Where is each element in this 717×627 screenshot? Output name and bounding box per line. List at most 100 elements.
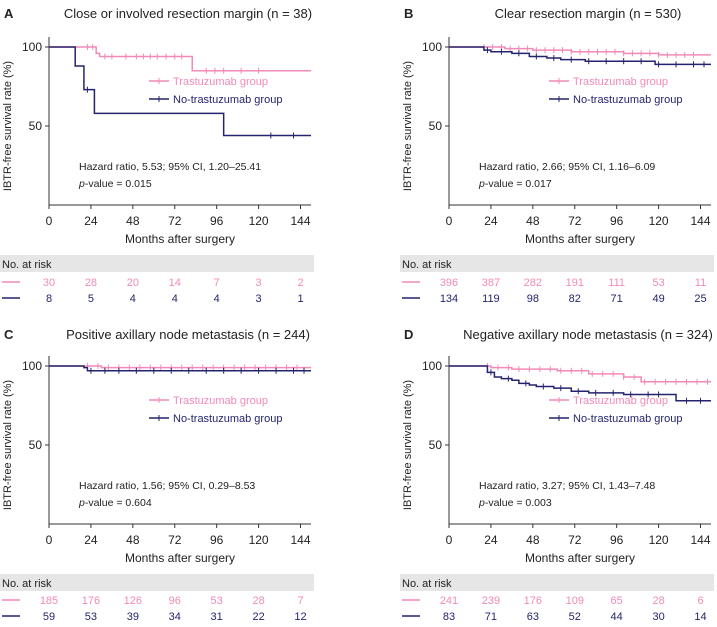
p-value-text: p-value = 0.604: [78, 497, 152, 509]
risk-count: 52: [569, 611, 581, 623]
risk-count: 6: [697, 595, 703, 607]
km-curve-trastuzumab: [49, 46, 311, 72]
risk-count: 3: [256, 293, 262, 305]
x-tick-label: 24: [484, 533, 498, 547]
x-tick-label: 48: [526, 533, 540, 547]
y-tick-label: 50: [429, 438, 443, 452]
risk-count: 8: [46, 293, 52, 305]
risk-count: 98: [527, 293, 539, 305]
risk-count: 20: [127, 277, 139, 289]
risk-count: 176: [82, 595, 100, 607]
y-tick-label: 100: [422, 40, 442, 54]
x-tick-label: 0: [46, 214, 53, 228]
legend-label: Trastuzumab group: [173, 76, 268, 88]
x-tick-label: 24: [484, 214, 498, 228]
risk-count: 239: [482, 595, 500, 607]
risk-count: 28: [85, 277, 97, 289]
risk-count: 5: [88, 293, 94, 305]
km-panel-a: A Close or involved resection margin (n =…: [0, 6, 314, 305]
legend-no-trastuzumab: No-trastuzumab group: [149, 94, 282, 106]
y-tick-label: 100: [22, 40, 42, 54]
risk-count: 185: [40, 595, 58, 607]
x-tick-label: 120: [249, 533, 269, 547]
y-tick-label: 100: [422, 359, 442, 373]
risk-count: 65: [611, 595, 623, 607]
x-tick-label: 96: [610, 214, 624, 228]
legend-label: No-trastuzumab group: [573, 413, 682, 425]
risk-count: 53: [85, 611, 97, 623]
risk-row-trastuzumab: 396 387 282 191 111 53 11: [402, 277, 706, 289]
x-axis-label: Months after surgery: [525, 551, 635, 565]
risk-count: 4: [214, 293, 220, 305]
x-tick-label: 120: [249, 214, 269, 228]
risk-count: 44: [611, 611, 623, 623]
risk-count: 176: [524, 595, 542, 607]
risk-count: 31: [211, 611, 223, 623]
km-panel-c: C Positive axillary node metastasis (n = …: [0, 327, 314, 623]
y-tick-label: 100: [22, 359, 42, 373]
x-tick-label: 24: [84, 533, 98, 547]
hazard-ratio-text: Hazard ratio, 1.56; 95% CI, 0.29–8.53: [79, 480, 255, 492]
risk-count: 53: [652, 277, 664, 289]
risk-table-title: No. at risk: [402, 578, 452, 590]
risk-table-title: No. at risk: [402, 259, 452, 271]
legend-trastuzumab: Trastuzumab group: [149, 76, 268, 88]
panel-title: Close or involved resection margin (n = …: [64, 6, 312, 21]
hazard-ratio-text: Hazard ratio, 3.27; 95% CI, 1.43–7.48: [479, 480, 655, 492]
x-tick-label: 144: [291, 214, 311, 228]
risk-row-trastuzumab: 241 239 176 109 65 28 6: [402, 595, 704, 607]
risk-count: 241: [440, 595, 458, 607]
y-axis-label: IBTR-free survival rate (%): [402, 380, 414, 510]
km-panel-d: D Negative axillary node metastasis (n = …: [400, 327, 714, 623]
x-tick-label: 120: [649, 214, 669, 228]
p-value-text: p-value = 0.015: [78, 178, 152, 190]
legend-no-trastuzumab: No-trastuzumab group: [149, 413, 282, 425]
risk-count: 191: [566, 277, 584, 289]
x-tick-label: 72: [168, 214, 182, 228]
risk-count: 71: [611, 293, 623, 305]
risk-count: 30: [652, 611, 664, 623]
risk-count: 63: [527, 611, 539, 623]
risk-row-no-trastuzumab: 83 71 63 52 44 30 14: [402, 611, 707, 623]
y-tick-label: 50: [29, 119, 43, 133]
km-panel-b: B Clear resection margin (n = 530) 100 50 IB…: [400, 6, 714, 305]
risk-row-no-trastuzumab: 8 5 4 4 4 3 1: [2, 293, 304, 305]
legend-no-trastuzumab: No-trastuzumab group: [549, 94, 682, 106]
risk-count: 82: [569, 293, 581, 305]
risk-count: 14: [694, 611, 706, 623]
risk-count: 53: [211, 595, 223, 607]
legend-label: Trastuzumab group: [173, 395, 268, 407]
legend-label: No-trastuzumab group: [173, 94, 282, 106]
risk-table-header-band: [400, 255, 714, 272]
risk-count: 109: [566, 595, 584, 607]
x-tick-label: 96: [210, 533, 224, 547]
risk-count: 39: [127, 611, 139, 623]
risk-table-header-band: [0, 255, 314, 272]
panel-letter: A: [4, 6, 14, 21]
risk-count: 134: [440, 293, 458, 305]
x-tick-label: 72: [568, 533, 582, 547]
risk-count: 96: [169, 595, 181, 607]
y-tick-label: 50: [429, 119, 443, 133]
risk-count: 71: [485, 611, 497, 623]
risk-count: 387: [482, 277, 500, 289]
p-value-text: p-value = 0.017: [478, 178, 552, 190]
panel-title: Negative axillary node metastasis (n = 3…: [463, 327, 713, 342]
risk-count: 30: [43, 277, 55, 289]
legend-label: No-trastuzumab group: [573, 94, 682, 106]
x-tick-label: 144: [291, 533, 311, 547]
risk-count: 119: [482, 293, 500, 305]
x-tick-label: 0: [446, 214, 453, 228]
risk-count: 7: [297, 595, 303, 607]
risk-count: 7: [214, 277, 220, 289]
legend-no-trastuzumab: No-trastuzumab group: [549, 413, 682, 425]
risk-row-no-trastuzumab: 59 53 39 34 31 22 12: [2, 611, 307, 623]
panel-title: Positive axillary node metastasis (n = 2…: [66, 327, 310, 342]
legend-trastuzumab: Trastuzumab group: [149, 395, 268, 407]
risk-count: 49: [652, 293, 664, 305]
legend-label: Trastuzumab group: [573, 395, 668, 407]
x-tick-label: 144: [691, 533, 711, 547]
km-curve-trastuzumab: [449, 365, 711, 383]
km-curve-trastuzumab: [49, 365, 311, 369]
